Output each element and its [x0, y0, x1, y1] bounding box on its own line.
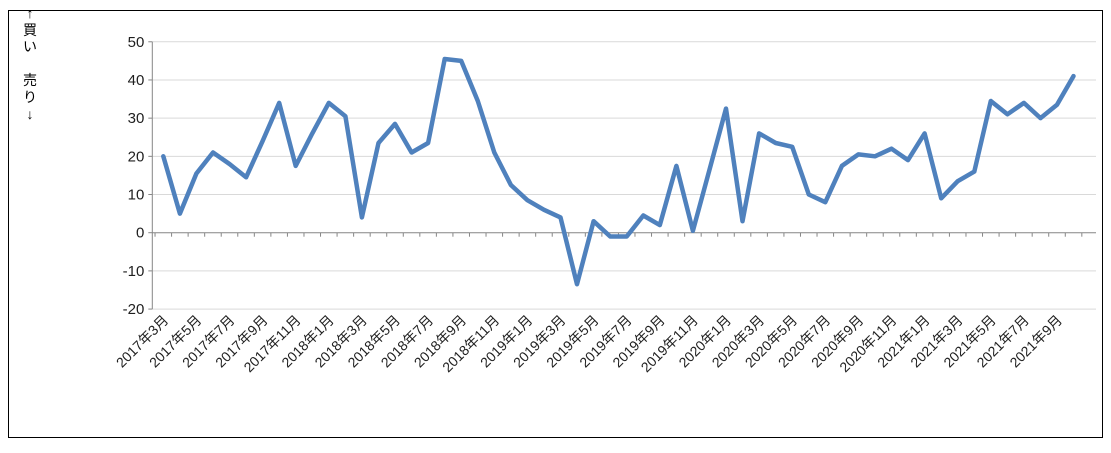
y-axis-caption-char: り: [23, 89, 37, 105]
y-axis-caption-char: ↓: [27, 106, 34, 122]
y-axis-tick-labels: 50 40 30 20 10 0 -10 -20: [123, 34, 145, 318]
y-tick-label: -10: [123, 263, 145, 280]
y-axis-caption-char: い: [23, 39, 37, 55]
series-line: [161, 56, 1076, 287]
x-axis-tick-labels: 2017年3月2017年5月2017年7月2017年9月2017年11月2018…: [113, 312, 1065, 375]
y-tick-label: 40: [128, 72, 145, 89]
y-axis-caption-char: 売: [23, 72, 37, 88]
y-tick-label: 20: [128, 148, 145, 165]
y-axis-caption-char: ↑: [27, 5, 34, 21]
y-axis: [148, 41, 153, 310]
y-tick-label: 30: [128, 110, 145, 127]
chart-border: [8, 10, 1103, 438]
y-axis-caption-char: 買: [23, 22, 37, 38]
x-axis: [152, 232, 1096, 237]
y-tick-label: -20: [123, 301, 145, 318]
gridlines: [152, 41, 1096, 310]
y-tick-label: 50: [128, 34, 145, 51]
y-tick-label: 10: [128, 187, 145, 204]
y-tick-label: 0: [136, 225, 144, 242]
